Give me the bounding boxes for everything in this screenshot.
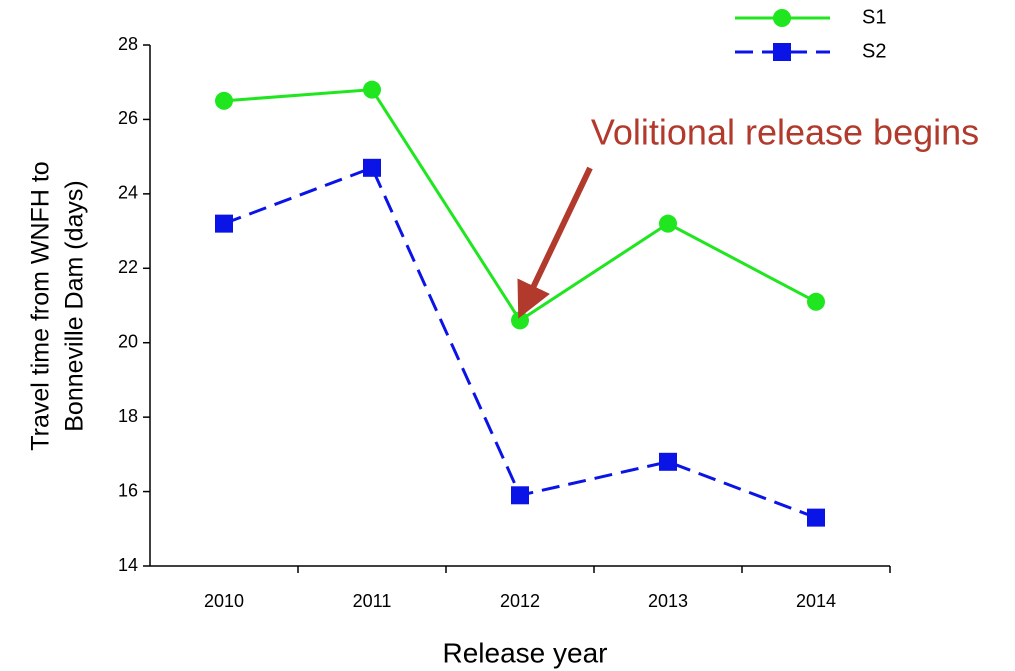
y-axis-label: Travel time from WNFH to <box>27 161 55 450</box>
y-tick-label: 18 <box>118 406 138 426</box>
x-tick-label: 2014 <box>796 591 836 611</box>
legend-marker <box>773 9 791 27</box>
x-tick-label: 2012 <box>500 591 540 611</box>
x-axis-label: Release year <box>443 637 608 668</box>
y-tick-label: 22 <box>118 257 138 277</box>
data-point <box>807 292 825 311</box>
data-point <box>363 80 381 99</box>
data-point <box>215 214 233 233</box>
legend-label: S1 <box>862 6 886 28</box>
data-point <box>659 214 677 233</box>
y-tick-label: 28 <box>118 34 138 54</box>
data-point <box>511 486 529 505</box>
x-tick-label: 2013 <box>648 591 688 611</box>
data-point <box>807 508 825 527</box>
legend-marker <box>773 43 791 61</box>
series-line <box>223 165 817 520</box>
y-tick-label: 20 <box>118 331 138 351</box>
y-tick-label: 26 <box>118 108 138 128</box>
legend-label: S2 <box>862 40 886 62</box>
y-tick-label: 24 <box>118 183 138 203</box>
data-point <box>215 91 233 110</box>
annotation-arrow <box>517 166 593 319</box>
data-point <box>511 311 529 330</box>
y-tick-label: 16 <box>118 480 138 500</box>
y-tick-label: 14 <box>118 555 138 575</box>
data-point <box>659 452 677 471</box>
data-point <box>363 158 381 177</box>
annotation: Volitional release begins <box>591 112 979 153</box>
x-tick-label: 2011 <box>353 591 392 611</box>
x-tick-label: 2010 <box>204 591 244 611</box>
y-axis-label: Bonneville Dam (days) <box>61 180 89 432</box>
